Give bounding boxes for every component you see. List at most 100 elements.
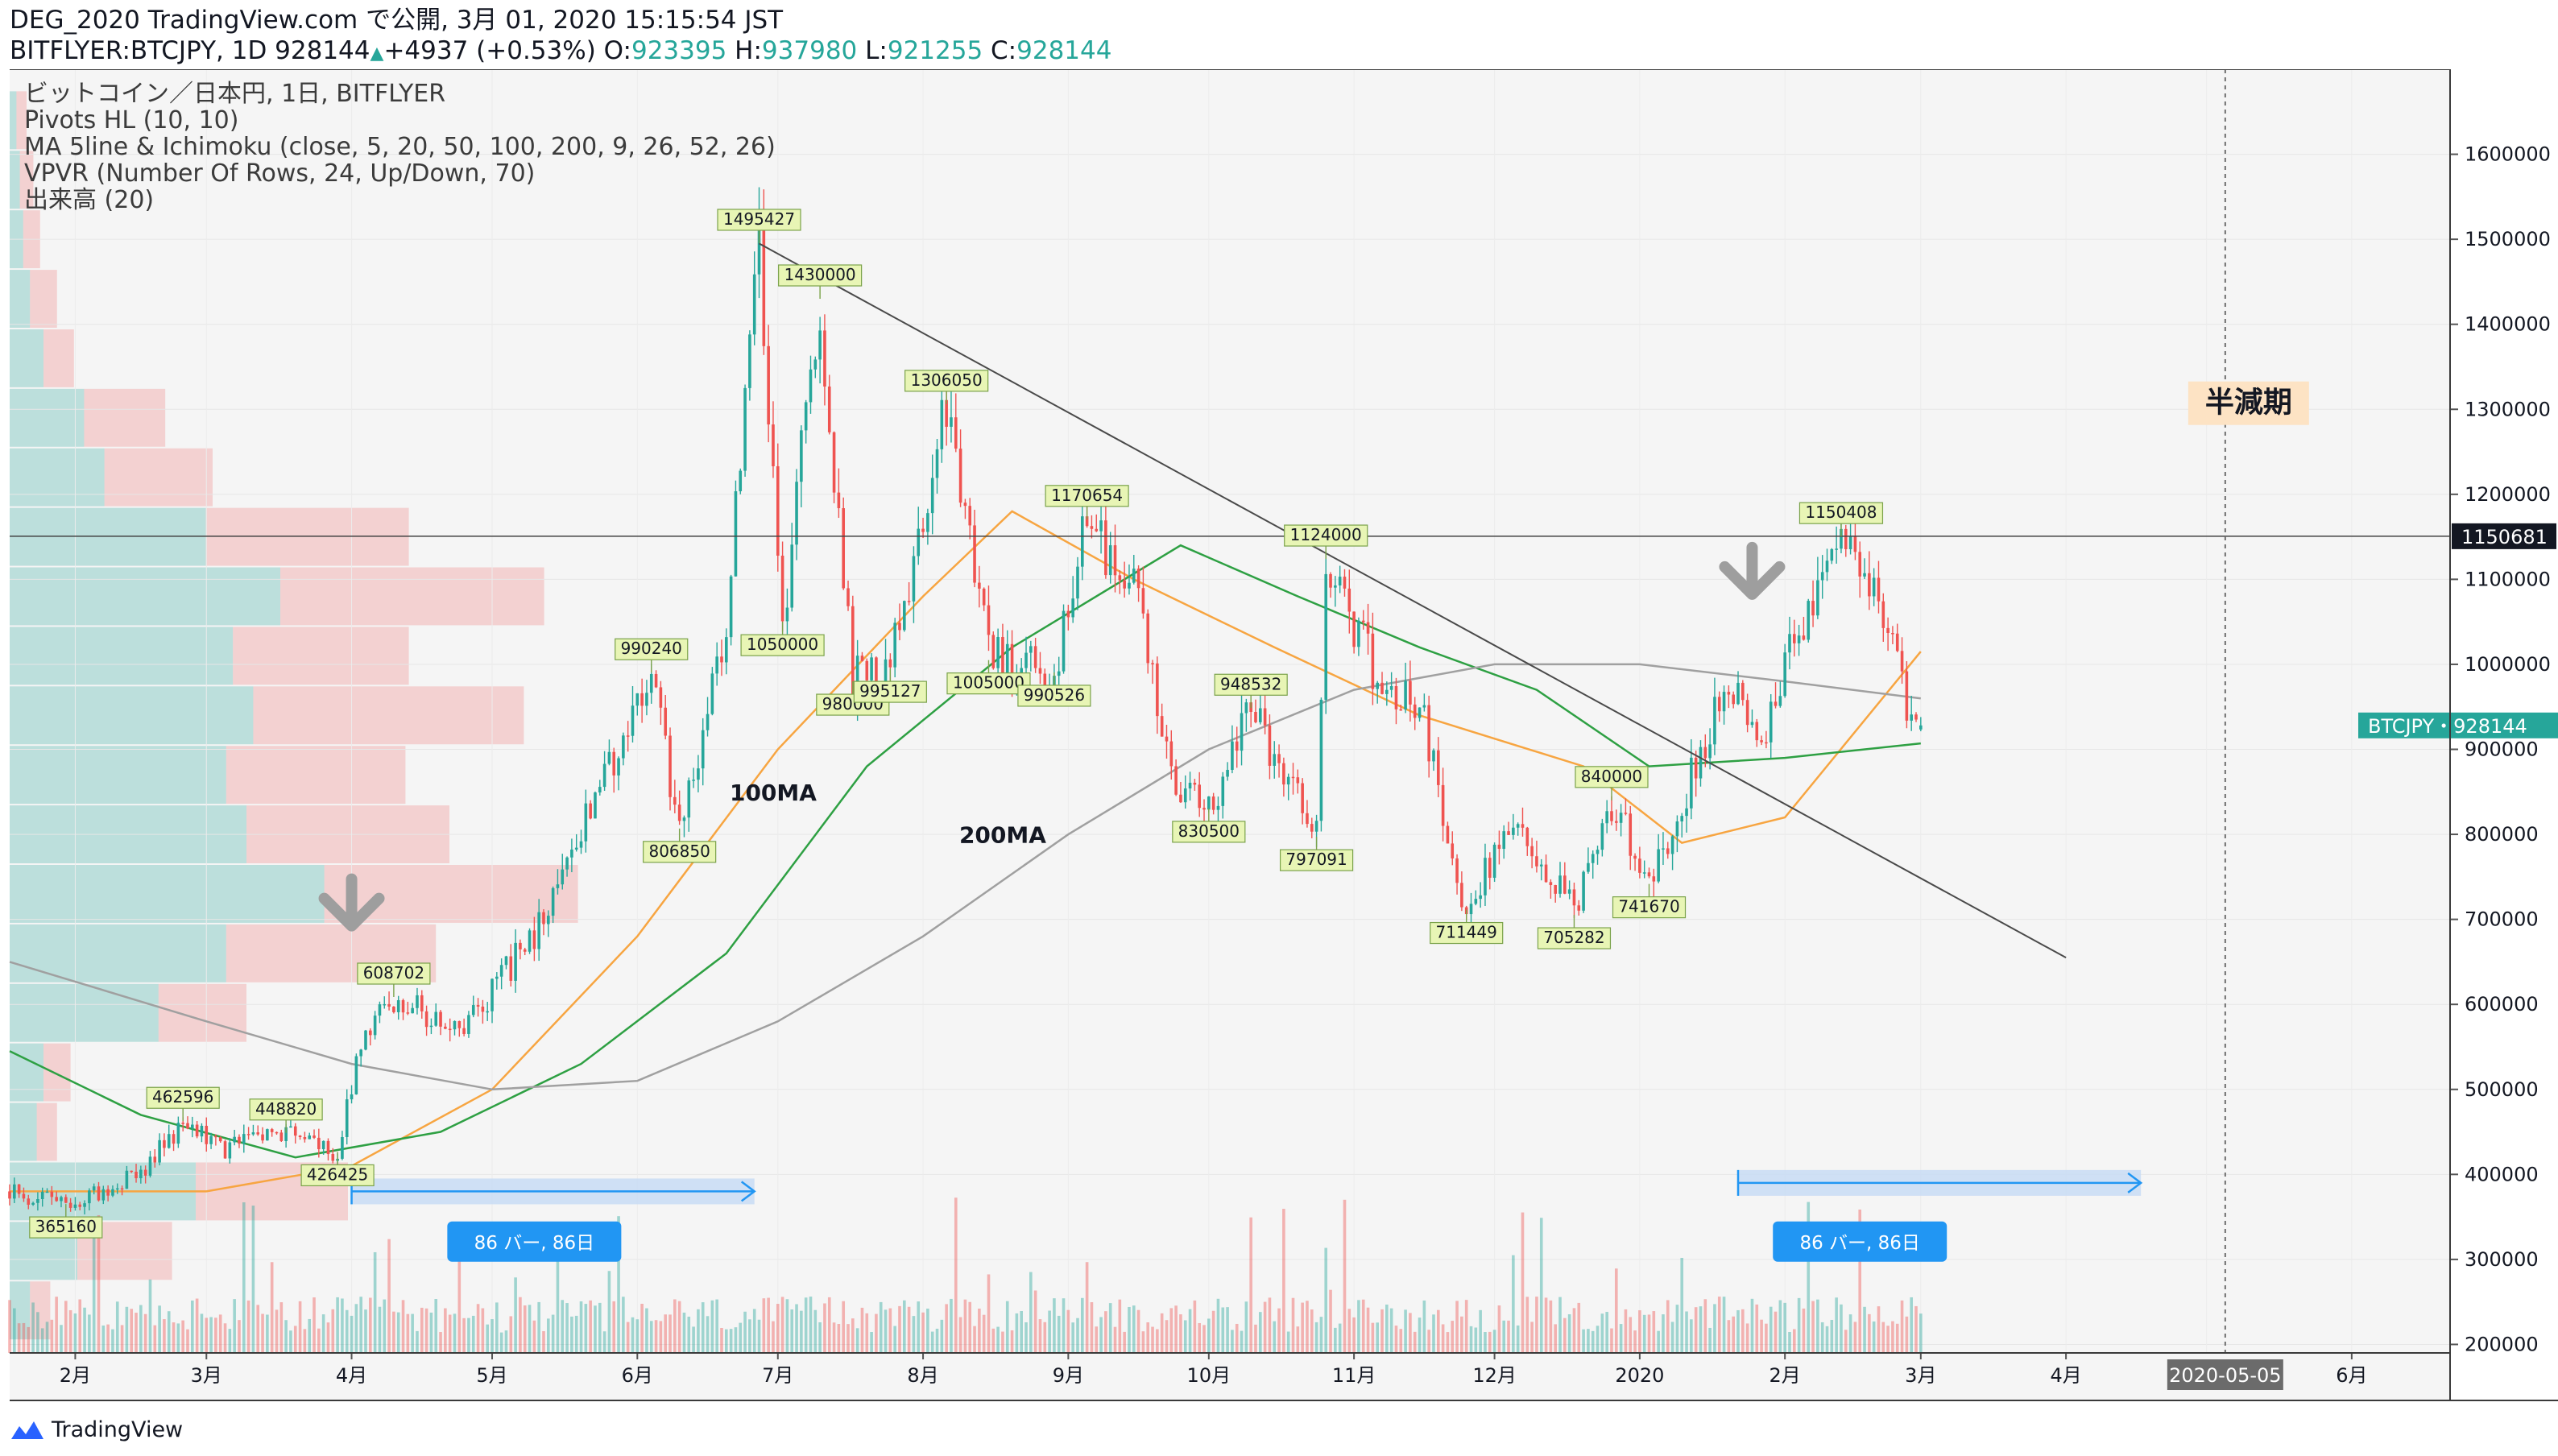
- x-tick-label: 7月: [762, 1364, 793, 1387]
- tradingview-brand[interactable]: TradingView: [10, 1417, 183, 1442]
- drawing-lines: [10, 69, 2450, 1353]
- volume-bar: [1535, 1297, 1538, 1353]
- x-tick-label: 12月: [1472, 1364, 1517, 1387]
- pivot-label: 840000: [1581, 767, 1642, 786]
- candle-body: [359, 1049, 362, 1057]
- volume-bar: [622, 1297, 625, 1353]
- volume-bar: [1347, 1309, 1351, 1353]
- volume-bar: [823, 1303, 826, 1353]
- volume-bar: [1371, 1322, 1375, 1353]
- volume-bar: [1455, 1301, 1459, 1353]
- volume-bar: [1844, 1330, 1848, 1353]
- volume-bar: [1624, 1309, 1628, 1353]
- candle-body: [1567, 889, 1571, 894]
- pivot-label: 462596: [152, 1087, 213, 1106]
- volume-bar: [434, 1299, 438, 1353]
- volume-bar: [1174, 1305, 1178, 1353]
- volume-bar: [1512, 1255, 1515, 1353]
- volume-bar: [1258, 1312, 1262, 1353]
- volume-bar: [888, 1308, 892, 1353]
- volume-bar: [1446, 1332, 1450, 1353]
- candle-body: [289, 1126, 292, 1128]
- candle-body: [987, 605, 991, 635]
- candle-body: [1132, 569, 1136, 583]
- candle-body: [1802, 635, 1806, 640]
- volume-bar: [1015, 1313, 1019, 1353]
- candle-body: [1123, 580, 1126, 589]
- candle-body: [1820, 572, 1824, 581]
- volume-bar: [1160, 1313, 1164, 1353]
- candle-body: [130, 1170, 134, 1173]
- candle-body: [963, 503, 967, 507]
- candle-body: [481, 1006, 485, 1012]
- candle-body: [1156, 663, 1159, 717]
- candle-body: [1605, 811, 1608, 824]
- candle-body: [1211, 796, 1215, 810]
- volume-bar: [1835, 1297, 1838, 1353]
- volume-bar: [958, 1317, 962, 1353]
- volume-bar: [1268, 1297, 1272, 1353]
- volume-bar: [1136, 1309, 1140, 1353]
- candle-body: [1633, 855, 1637, 859]
- symbol-info: BITFLYER:BTCJPY, 1D 928144: [10, 36, 370, 65]
- vp-row-down: [104, 448, 213, 507]
- volume-bar: [73, 1313, 77, 1353]
- pivot-label-box: [300, 1164, 375, 1187]
- volume-bar: [1811, 1301, 1815, 1353]
- volume-bar: [83, 1307, 86, 1353]
- pivot-label: 995127: [859, 681, 921, 701]
- price-chart[interactable]: 365160 462596 448820 426425 608702 990240 8068…: [0, 69, 2558, 1401]
- candle-body: [1554, 885, 1557, 894]
- volume-bar: [547, 1318, 550, 1353]
- volume-bar: [92, 1218, 96, 1353]
- volume-bar: [1614, 1268, 1618, 1353]
- candle-body: [218, 1137, 222, 1142]
- volume-bar: [266, 1314, 269, 1353]
- candle-body: [1371, 633, 1375, 689]
- vp-row-up: [10, 1102, 37, 1161]
- candle-body: [635, 693, 640, 706]
- candle-body: [640, 693, 644, 706]
- candle-body: [800, 430, 803, 482]
- volume-bar: [832, 1322, 836, 1353]
- volume-bar: [855, 1328, 859, 1353]
- candle-body: [827, 386, 831, 432]
- ma-label-200ma: 200MA: [959, 822, 1046, 849]
- volume-bar: [444, 1308, 447, 1353]
- candle-body: [284, 1127, 288, 1141]
- candle-body: [1530, 846, 1534, 857]
- candle-body: [1614, 821, 1618, 823]
- candle-body: [78, 1204, 82, 1207]
- volume-bar: [1169, 1308, 1173, 1353]
- volume-bar: [1451, 1321, 1455, 1353]
- candle-body: [710, 673, 714, 714]
- candle-body: [1324, 573, 1328, 700]
- candle-body: [350, 1094, 354, 1100]
- volume-bar: [509, 1316, 513, 1353]
- volume-bar: [317, 1328, 321, 1353]
- candle-body: [1254, 712, 1257, 722]
- candle-body: [261, 1134, 264, 1141]
- volume-bar: [1516, 1325, 1520, 1353]
- pivot-label-box: [29, 1216, 103, 1239]
- candle-body: [954, 417, 958, 449]
- volume-bar: [1741, 1309, 1745, 1353]
- candle-body: [139, 1169, 143, 1179]
- candle-body: [22, 1193, 26, 1199]
- candle-body: [715, 656, 718, 674]
- volume-bar: [60, 1325, 63, 1353]
- candle-body: [940, 399, 944, 449]
- volume-bar: [416, 1330, 419, 1353]
- brand-name: TradingView: [52, 1417, 184, 1442]
- candle-body: [36, 1199, 39, 1203]
- volume-bar: [818, 1322, 822, 1353]
- candle-body: [1858, 552, 1862, 577]
- volume-bar: [1071, 1322, 1074, 1353]
- volume-bar: [242, 1202, 246, 1353]
- trend-line: [759, 242, 2067, 959]
- volume-bar: [205, 1317, 209, 1353]
- candle-body: [692, 780, 695, 781]
- volume-bar: [870, 1332, 873, 1353]
- candle-body: [1868, 573, 1871, 597]
- volume-bar: [481, 1308, 485, 1353]
